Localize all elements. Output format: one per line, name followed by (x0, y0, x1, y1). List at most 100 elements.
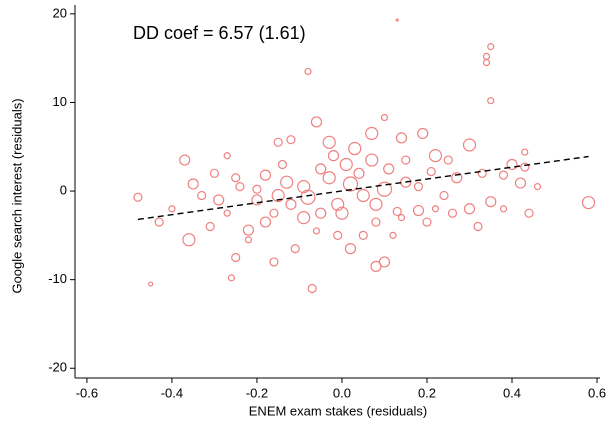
point (376, 181, 393, 197)
point (310, 116, 323, 128)
point (259, 216, 272, 228)
point (533, 183, 542, 191)
point (223, 209, 231, 217)
x-tick-label: 0.2 (418, 385, 436, 400)
point (380, 113, 389, 122)
point (342, 176, 359, 192)
point (521, 148, 529, 156)
point (428, 149, 443, 163)
point (259, 169, 272, 181)
point (365, 126, 379, 141)
point (205, 221, 215, 232)
point (322, 171, 336, 185)
point (327, 150, 340, 162)
y-tick-label: -20 (48, 360, 67, 375)
point (395, 18, 399, 22)
point (426, 166, 436, 177)
point (443, 155, 453, 165)
point (477, 168, 487, 178)
point (231, 173, 241, 183)
point (227, 274, 236, 282)
point (315, 207, 327, 219)
point (277, 159, 288, 170)
x-tick-label: -0.2 (246, 385, 268, 400)
point (285, 198, 297, 210)
point (197, 190, 207, 201)
point (412, 204, 425, 217)
point (235, 182, 245, 192)
point (290, 244, 300, 254)
point (322, 135, 336, 149)
point (487, 97, 495, 105)
point (520, 162, 530, 172)
point (244, 236, 253, 244)
point (358, 230, 368, 240)
point (422, 217, 432, 227)
point (223, 152, 231, 160)
point (485, 196, 497, 208)
point (473, 221, 483, 232)
point (133, 192, 143, 202)
point (209, 168, 220, 178)
point (431, 205, 440, 213)
x-tick-label: -0.6 (76, 385, 98, 400)
y-tick-label: 0 (60, 182, 67, 197)
point (271, 188, 285, 203)
point (395, 132, 408, 144)
point (333, 230, 343, 240)
point (506, 158, 518, 171)
point (356, 188, 370, 203)
point (187, 178, 199, 190)
point (286, 135, 296, 145)
point (315, 163, 327, 175)
point (371, 217, 381, 227)
y-tick-label: -10 (48, 271, 67, 286)
x-axis-label: ENEM exam stakes (residuals) (249, 403, 427, 418)
point (300, 189, 316, 205)
point (514, 177, 527, 189)
point (487, 43, 495, 51)
point (213, 194, 225, 206)
point (482, 58, 491, 67)
point (498, 170, 509, 180)
point (252, 184, 262, 194)
point (365, 153, 379, 167)
point (280, 175, 294, 189)
point (154, 217, 164, 227)
point (369, 197, 383, 211)
point (304, 67, 312, 76)
point (451, 172, 463, 184)
point (439, 190, 449, 201)
point (581, 195, 596, 210)
point (331, 197, 345, 211)
point (417, 127, 429, 140)
point (307, 283, 317, 294)
point (401, 155, 411, 165)
point (269, 208, 279, 218)
point (231, 252, 241, 263)
point (242, 224, 255, 236)
x-tick-label: -0.4 (161, 385, 183, 400)
annotation: DD coef = 6.57 (1.61) (133, 23, 306, 43)
point (179, 154, 191, 166)
point (148, 281, 154, 287)
point (335, 206, 349, 220)
point (462, 138, 477, 152)
point (447, 208, 458, 218)
point (312, 227, 321, 235)
point (273, 137, 283, 147)
point (392, 206, 402, 217)
point (297, 211, 311, 225)
point (463, 203, 476, 215)
point (344, 243, 357, 255)
point (182, 233, 196, 247)
x-tick-label: 0.6 (588, 385, 606, 400)
point (269, 257, 279, 267)
point (251, 194, 263, 206)
y-tick-label: 20 (53, 5, 67, 20)
x-tick-label: 0.4 (503, 385, 521, 400)
point (168, 205, 176, 213)
point (383, 163, 395, 175)
point (378, 256, 391, 268)
